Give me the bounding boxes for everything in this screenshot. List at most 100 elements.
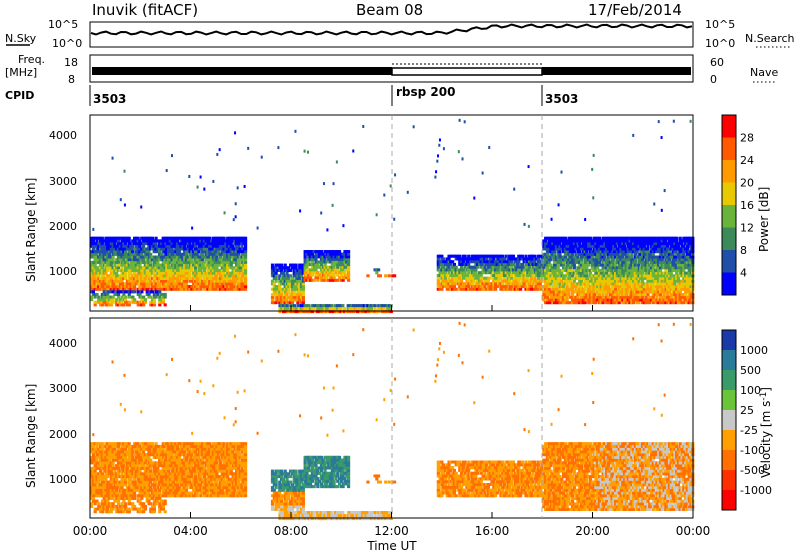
power-cell [449,287,453,291]
power-cell [220,268,224,272]
power-cell [116,247,121,251]
power-cell [229,271,233,275]
power-cell [518,265,523,269]
power-cell [438,268,442,272]
power-cell [633,293,637,297]
power-cell [115,303,119,307]
power-cell [190,244,194,248]
power-cell [590,260,594,264]
power-cell [120,239,124,243]
power-cell [547,298,551,302]
power-cell [296,276,300,280]
power-cell [648,263,652,267]
power-cell [637,301,641,305]
power-cell [305,250,309,254]
power-cell [520,279,524,283]
power-cell [658,266,663,270]
power-cell [554,263,559,267]
power-cell [206,258,210,262]
power-cell [436,268,440,272]
power-cell [637,268,641,272]
power-cell [220,244,224,248]
power-cell [236,276,241,280]
power-cell [599,279,603,283]
power-cell [533,279,537,283]
power-cell [608,301,612,305]
power-cell [172,285,176,289]
power-cell [662,236,666,240]
power-cell [547,293,551,297]
power-cell [270,271,275,275]
power-cell [278,295,282,299]
power-cell [104,239,108,243]
power-cell [545,258,550,262]
power-cell [116,285,121,289]
power-cell [233,282,237,286]
power-cell [102,298,106,302]
power-cell [213,252,217,256]
power-cell [325,310,329,314]
power-cell [648,274,652,278]
power-cell [642,282,646,286]
power-cell [292,290,296,294]
power-cell [115,271,119,275]
power-cell [594,247,598,251]
power-cell [675,250,679,254]
power-cell [151,290,155,294]
power-cell [544,247,548,251]
power-cell [676,247,681,251]
power-cell [299,268,304,272]
power-cell [457,150,460,154]
power-cell [666,295,670,299]
power-cell [651,279,655,283]
power-cell [341,276,345,280]
power-cell [281,298,285,302]
power-cell [184,242,189,246]
power-cell [109,242,113,246]
power-cell [95,242,99,246]
power-cell [98,260,103,264]
power-cell [610,266,614,270]
power-cell [461,271,465,275]
power-cell [343,260,347,264]
power-cell [145,252,149,256]
power-cell [147,271,151,275]
power-cell [179,239,183,243]
power-cell [190,285,194,289]
power-cell [621,301,625,305]
power-cell [226,266,230,270]
power-cell [649,268,654,272]
power-cell [467,276,471,280]
power-cell [556,236,560,240]
power-cell [138,271,142,275]
power-cell [655,293,659,297]
power-cell [492,273,496,277]
power-cell [578,242,582,246]
power-cell [590,290,594,294]
power-cell [538,265,542,269]
power-cell [314,270,318,274]
power-cell [222,236,226,240]
power-cell [576,290,580,294]
power-cell [120,282,124,286]
power-cell [156,247,160,251]
power-cell [440,262,444,266]
power-cell [193,252,198,256]
power-cell [314,257,318,261]
power-cell [301,285,305,289]
power-cell [468,268,473,272]
power-cell [442,276,446,280]
power-cell [646,260,650,264]
power-cell [278,307,282,311]
power-cell [458,254,462,258]
power-cell [289,301,293,305]
power-cell [124,287,128,291]
power-cell [529,257,533,261]
power-cell [442,279,446,283]
power-cell [183,274,187,278]
power-cell [542,287,546,291]
power-cell [316,250,320,254]
power-cell [303,265,307,269]
power-cell [337,260,342,264]
power-cell [384,310,388,314]
